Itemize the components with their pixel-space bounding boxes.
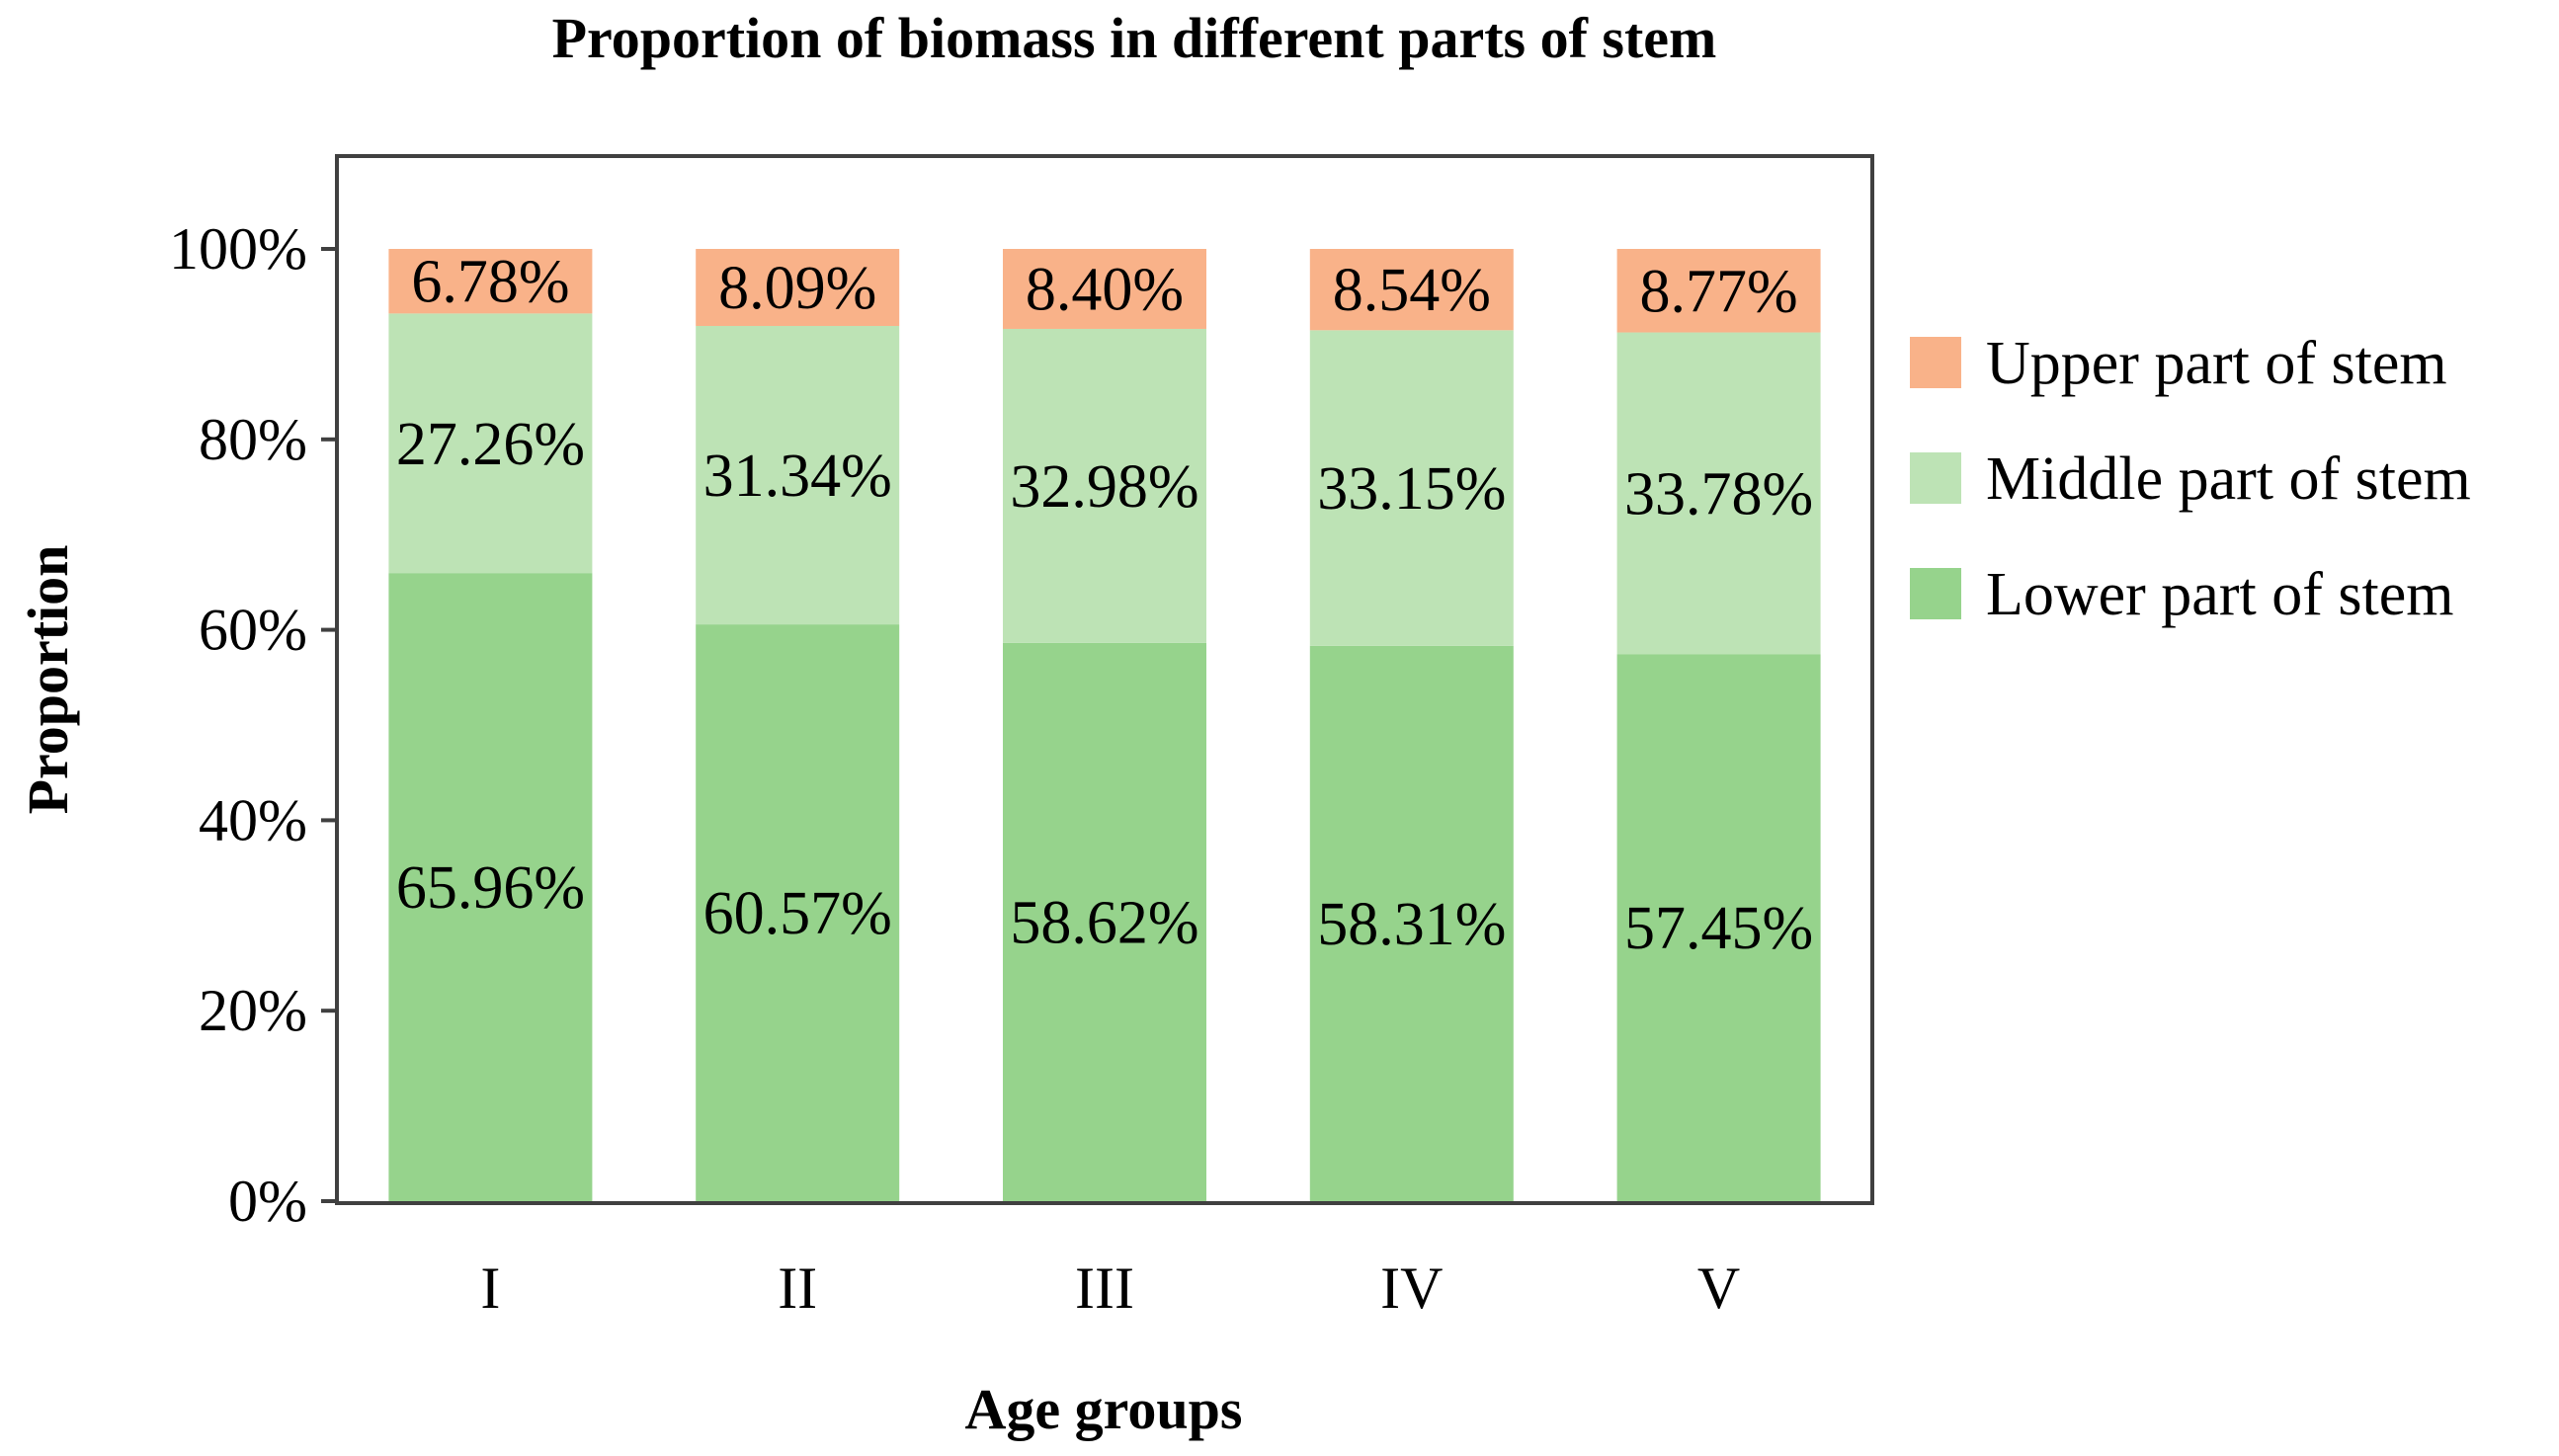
legend-swatch <box>1910 452 1961 504</box>
y-tick-label: 40% <box>199 787 307 852</box>
plot-frame <box>335 154 1874 1205</box>
data-label: 32.98% <box>1010 453 1198 521</box>
data-label: 8.77% <box>1640 258 1798 325</box>
data-label: 60.57% <box>703 880 892 947</box>
y-tick-label: 0% <box>228 1169 307 1234</box>
y-tick-label: 20% <box>199 978 307 1043</box>
bar-segment-upper-part-of-stem-v <box>1616 249 1821 333</box>
x-tick-label: III <box>1075 1255 1134 1321</box>
legend: Upper part of stem Middle part of stem Low… <box>1910 330 2471 628</box>
data-label: 6.78% <box>411 249 569 316</box>
bar-segment-middle-part-of-stem-ii <box>696 325 900 625</box>
x-tick-label: I <box>480 1255 500 1321</box>
bar-segment-middle-part-of-stem-iii <box>1003 328 1206 643</box>
data-label: 8.54% <box>1333 257 1491 324</box>
bar-segment-lower-part-of-stem-v <box>1616 654 1821 1201</box>
data-label: 65.96% <box>396 854 585 922</box>
data-label: 8.40% <box>1026 256 1184 323</box>
bar-segment-upper-part-of-stem-ii <box>696 249 900 326</box>
bars-group <box>388 249 1821 1201</box>
y-axis: 0% 20% 40% 60% 80% 100% <box>169 216 337 1234</box>
chart-title: Proportion of biomass in different parts… <box>552 6 1717 70</box>
data-label: 33.78% <box>1624 460 1813 527</box>
y-tick-label: 80% <box>199 407 307 472</box>
bar-segment-lower-part-of-stem-ii <box>696 624 900 1201</box>
data-labels-group: 65.96% 27.26% 6.78% 60.57% 31.34% 8.09% 58.62%… <box>396 249 1813 962</box>
legend-swatch <box>1910 568 1961 619</box>
data-label: 31.34% <box>703 443 892 510</box>
x-tick-label: V <box>1697 1255 1740 1321</box>
bar-segment-upper-part-of-stem-iv <box>1309 249 1514 331</box>
bar-segment-middle-part-of-stem-i <box>388 313 593 574</box>
x-tick-label: IV <box>1380 1255 1443 1321</box>
bar-segment-upper-part-of-stem-i <box>388 249 593 314</box>
bar-segment-lower-part-of-stem-i <box>388 573 593 1201</box>
legend-swatch <box>1910 337 1961 388</box>
y-tick-label: 100% <box>169 216 307 282</box>
legend-label: Upper part of stem <box>1986 330 2447 397</box>
data-label: 58.31% <box>1317 891 1506 958</box>
data-label: 8.09% <box>718 255 876 322</box>
y-axis-title: Proportion <box>16 545 80 815</box>
bar-segment-upper-part-of-stem-iii <box>1003 249 1206 329</box>
y-tick-label: 60% <box>199 598 307 663</box>
data-label: 27.26% <box>396 411 585 478</box>
bar-segment-lower-part-of-stem-iii <box>1003 642 1206 1201</box>
data-label: 57.45% <box>1624 895 1813 962</box>
bar-segment-lower-part-of-stem-iv <box>1309 645 1514 1201</box>
data-label: 58.62% <box>1010 889 1198 956</box>
x-axis-title: Age groups <box>965 1377 1243 1441</box>
bar-segment-middle-part-of-stem-v <box>1616 332 1821 655</box>
legend-label: Middle part of stem <box>1986 445 2471 513</box>
legend-label: Lower part of stem <box>1986 561 2453 628</box>
x-tick-label: II <box>778 1255 817 1321</box>
data-label: 33.15% <box>1317 455 1506 523</box>
bar-segment-middle-part-of-stem-iv <box>1309 330 1514 646</box>
x-axis: I II III IV V <box>480 1255 1740 1321</box>
